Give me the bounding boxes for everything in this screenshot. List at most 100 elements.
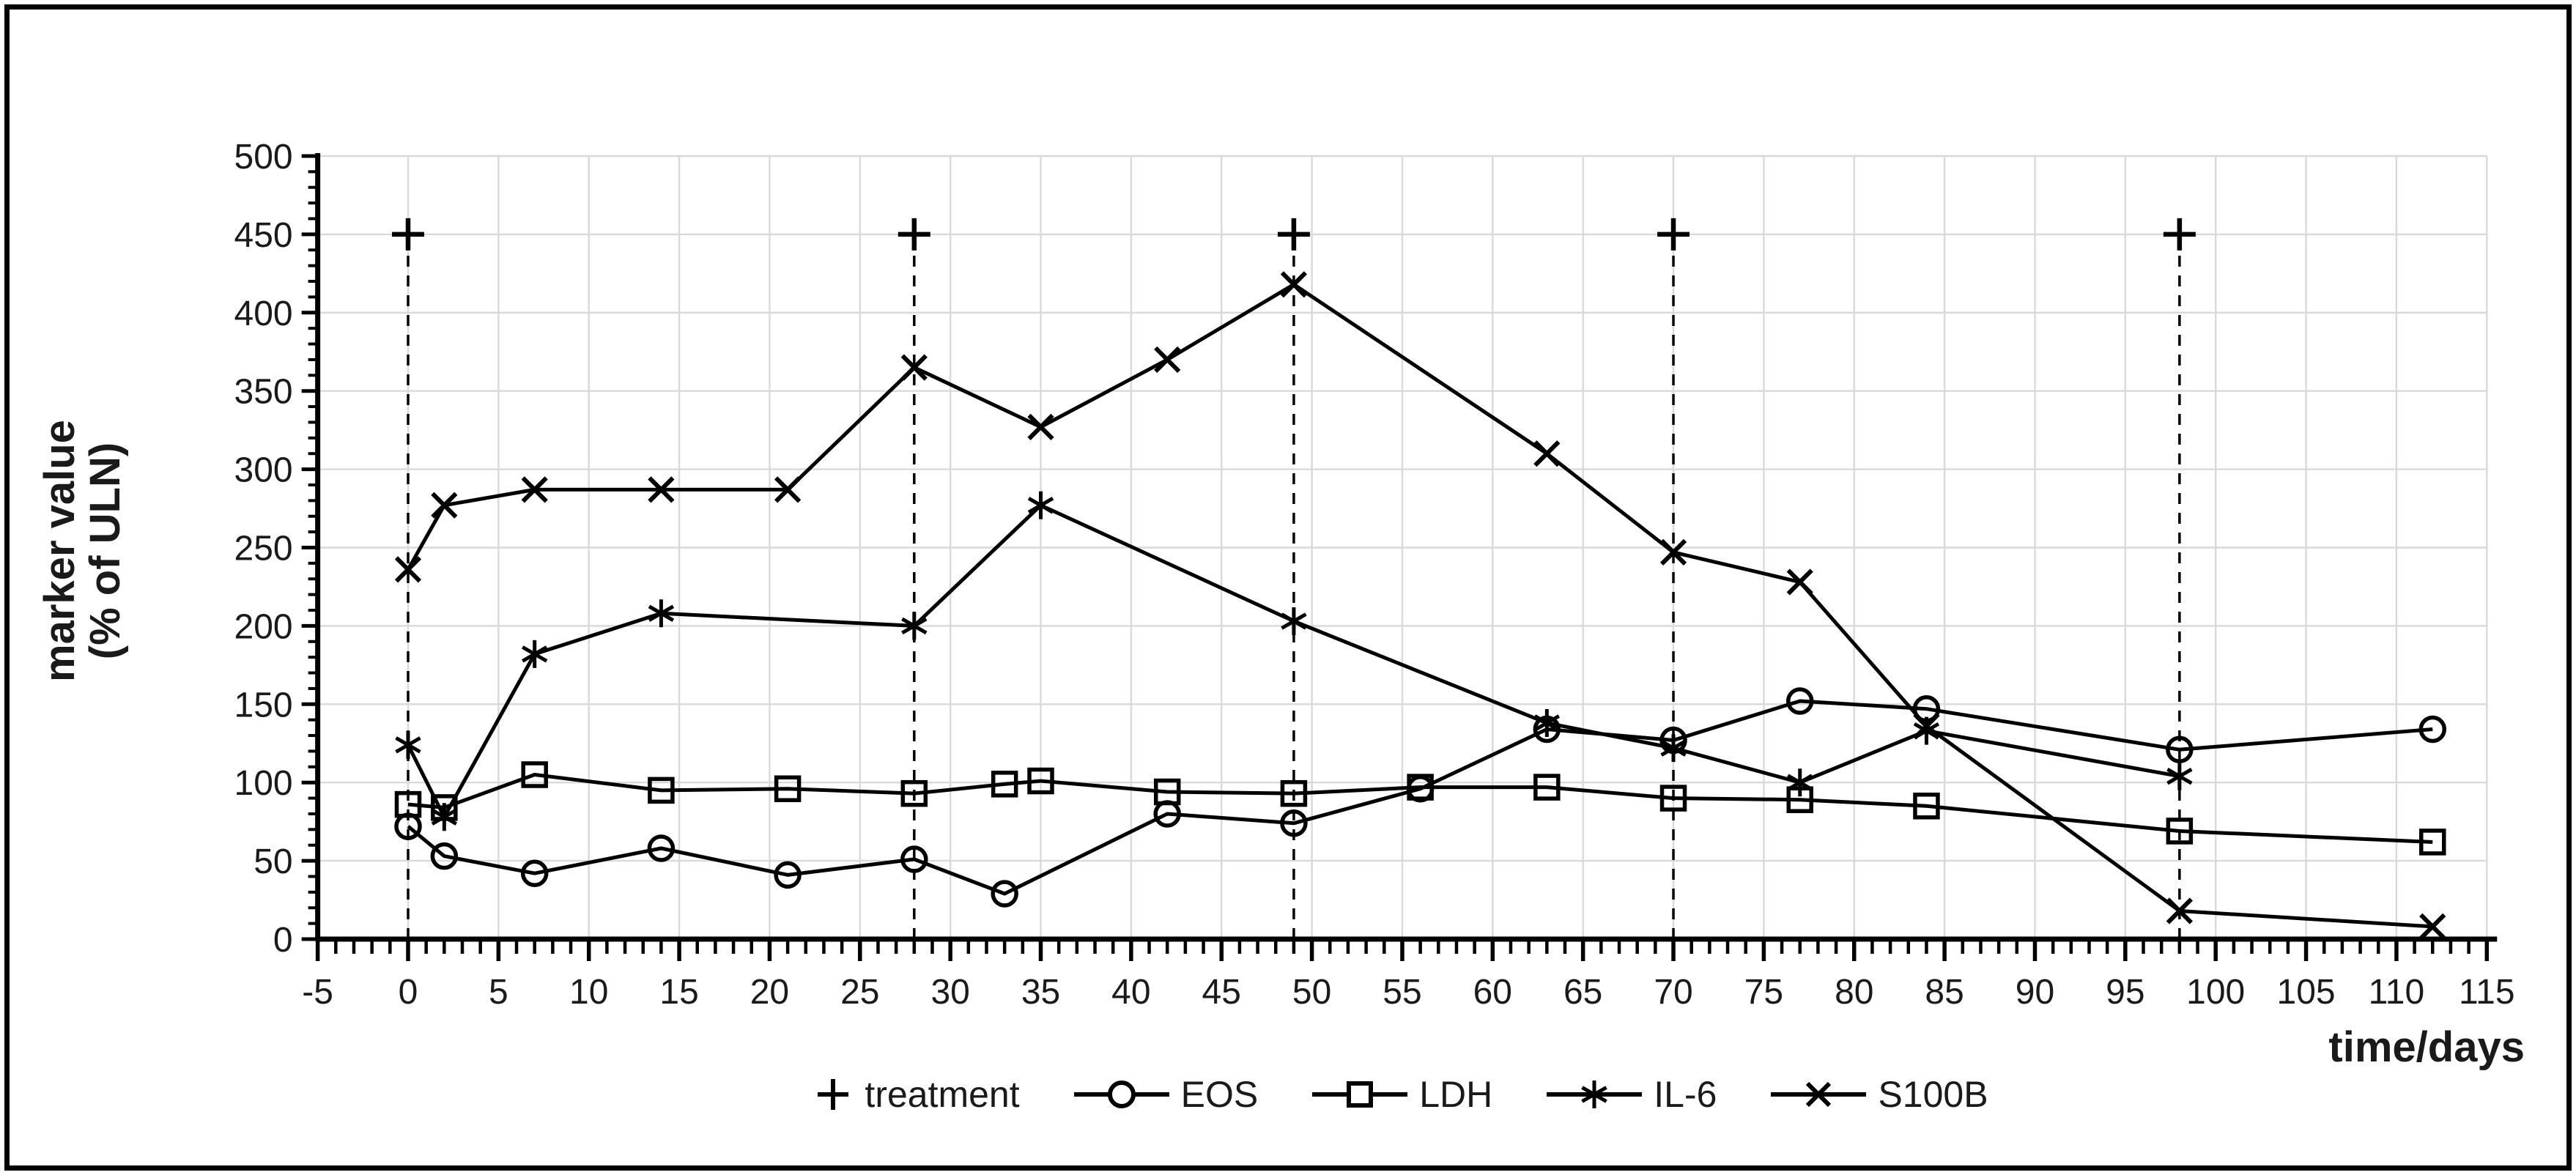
- circle-marker: [2418, 715, 2447, 744]
- legend-item-treatment: treatment: [813, 1072, 1020, 1116]
- circle-marker: [647, 834, 676, 862]
- y-tick-label: 400: [234, 294, 293, 333]
- x-marker: [431, 492, 458, 519]
- asterisk-marker: [1027, 491, 1054, 519]
- x-tick-label: -5: [302, 973, 333, 1012]
- legend-item-il6: IL-6: [1547, 1072, 1717, 1116]
- x-tick-label: 45: [1202, 973, 1241, 1012]
- x-marker: [1533, 440, 1561, 467]
- asterisk-marker: [1533, 708, 1561, 737]
- treatment-markers: [392, 218, 2196, 939]
- plus-marker-icon: [818, 1079, 849, 1110]
- x-marker: [2419, 913, 2446, 941]
- x-tick-label: 5: [489, 973, 508, 1012]
- square-marker: [1659, 785, 1687, 812]
- legend-label: EOS: [1180, 1074, 1259, 1115]
- legend-label: IL-6: [1654, 1074, 1717, 1115]
- x-marker: [1280, 271, 1308, 298]
- asterisk-marker: [1787, 768, 1813, 797]
- circle-marker: [1280, 809, 1308, 837]
- treatment-plus-marker: [392, 218, 424, 251]
- gridlines: [317, 155, 2488, 939]
- x-marker: [394, 556, 422, 583]
- circle-marker: [900, 845, 928, 873]
- y-tick-label: 450: [234, 216, 293, 255]
- square-marker: [1533, 774, 1561, 801]
- x-marker: [1786, 568, 1813, 596]
- x-marker: [521, 476, 548, 503]
- asterisk-marker: [901, 612, 928, 640]
- y-axis-title-line2: (% of ULN): [81, 442, 129, 660]
- x-tick-label: 80: [1835, 973, 1873, 1012]
- legend-label: S100B: [1878, 1074, 1988, 1115]
- y-tick-label: 300: [234, 451, 293, 490]
- square-marker: [774, 775, 802, 803]
- x-tick-label: 70: [1654, 973, 1692, 1012]
- x-tick-label: 95: [2106, 973, 2144, 1012]
- x-tick-label: 0: [399, 973, 418, 1012]
- y-tick-label: 200: [234, 607, 293, 646]
- y-tick-label: 250: [234, 530, 293, 568]
- square-marker: [394, 790, 422, 818]
- x-tick-label: 50: [1292, 973, 1331, 1012]
- x-tick-label: 25: [840, 973, 879, 1012]
- treatment-plus-marker: [2163, 218, 2196, 251]
- axes: [301, 153, 2498, 961]
- series-line-S100B: [406, 282, 2433, 929]
- circle-marker: [430, 842, 459, 870]
- series-line-EOS: [407, 699, 2433, 896]
- circle-marker: [2166, 735, 2194, 764]
- legend-item-s100b: S100B: [1771, 1072, 1988, 1116]
- series-LDH: [394, 761, 2446, 856]
- square-marker: [1027, 767, 1054, 795]
- y-tick-label: 150: [234, 686, 293, 724]
- x-tick-label: 115: [2459, 973, 2515, 1012]
- x-marker: [774, 476, 802, 503]
- y-tick-label: 0: [273, 921, 293, 960]
- asterisk-marker-icon: [1547, 1081, 1643, 1108]
- circle-marker: [520, 859, 549, 887]
- x-marker: [900, 354, 928, 381]
- x-tick-label: 60: [1473, 973, 1512, 1012]
- legend-item-ldh: LDH: [1312, 1072, 1492, 1116]
- x-marker: [648, 476, 675, 503]
- y-tick-label: 100: [234, 764, 293, 803]
- square-marker: [2166, 818, 2194, 845]
- series-line-IL-6: [406, 503, 2180, 819]
- y-tick-label: 500: [234, 138, 293, 177]
- legend-item-eos: EOS: [1073, 1072, 1259, 1116]
- y-axis-title: marker value (% of ULN): [36, 331, 131, 771]
- circle-marker: [774, 861, 802, 889]
- x-tick-label: 85: [1925, 973, 1964, 1012]
- square-marker: [1153, 778, 1181, 806]
- legend-label: LDH: [1419, 1074, 1493, 1115]
- y-tick-label: 50: [253, 842, 292, 881]
- treatment-plus-marker: [1277, 218, 1310, 251]
- x-marker: [1027, 413, 1054, 440]
- x-tick-label: 90: [2016, 973, 2054, 1012]
- legend: treatment EOS LDH IL-6: [315, 1058, 2487, 1131]
- asterisk-marker: [521, 640, 548, 668]
- circle-marker: [991, 880, 1018, 908]
- circle-marker-icon: [1073, 1081, 1169, 1108]
- square-marker: [1407, 774, 1434, 801]
- square-marker-icon: [1312, 1081, 1408, 1108]
- square-marker: [900, 779, 928, 807]
- square-marker: [521, 761, 548, 788]
- asterisk-marker: [1281, 607, 1307, 635]
- x-tick-label: 110: [2369, 973, 2425, 1012]
- asterisk-marker: [1660, 734, 1687, 763]
- x-tick-label: 40: [1111, 973, 1150, 1012]
- x-marker: [1154, 346, 1181, 374]
- x-marker: [1659, 538, 1687, 566]
- asterisk-marker: [395, 730, 421, 759]
- x-tick-label: 20: [750, 973, 789, 1012]
- asterisk-marker: [648, 599, 675, 628]
- x-marker: [2166, 897, 2193, 924]
- square-marker: [1913, 793, 1940, 820]
- treatment-plus-marker: [897, 218, 930, 251]
- square-marker: [1280, 779, 1308, 807]
